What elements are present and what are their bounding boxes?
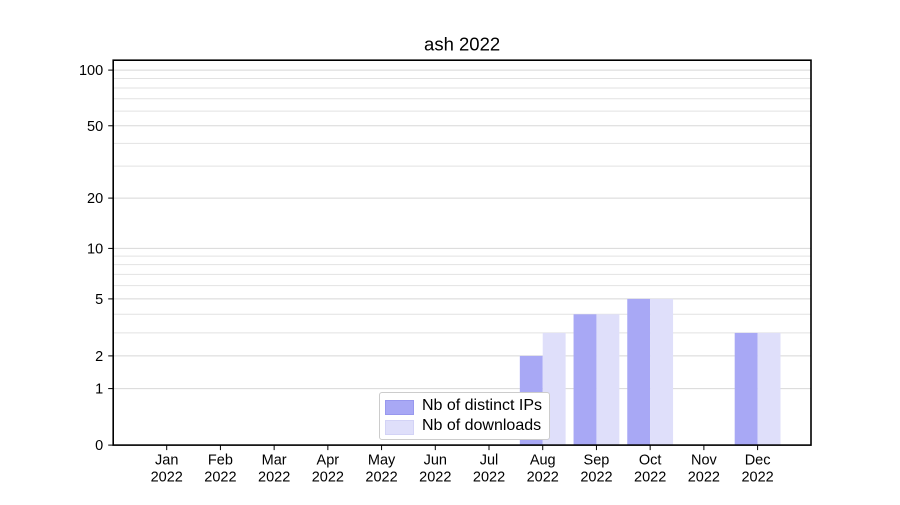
svg-text:20: 20 <box>87 191 103 207</box>
svg-text:2022: 2022 <box>634 470 666 486</box>
svg-text:50: 50 <box>87 119 103 135</box>
svg-text:Jun: Jun <box>424 453 447 469</box>
svg-text:0: 0 <box>95 438 103 454</box>
svg-text:Jul: Jul <box>480 453 499 469</box>
svg-text:2022: 2022 <box>204 470 236 486</box>
svg-text:2022: 2022 <box>580 470 612 486</box>
svg-text:2022: 2022 <box>419 470 451 486</box>
svg-text:2022: 2022 <box>688 470 720 486</box>
svg-text:2022: 2022 <box>312 470 344 486</box>
svg-text:Nov: Nov <box>691 453 718 469</box>
svg-text:Aug: Aug <box>530 453 556 469</box>
svg-text:Mar: Mar <box>262 453 287 469</box>
svg-text:2022: 2022 <box>527 470 559 486</box>
svg-text:5: 5 <box>95 292 103 308</box>
svg-text:May: May <box>368 453 396 469</box>
svg-text:2022: 2022 <box>365 470 397 486</box>
svg-text:2022: 2022 <box>258 470 290 486</box>
svg-text:2022: 2022 <box>151 470 183 486</box>
svg-text:Apr: Apr <box>317 453 340 469</box>
svg-text:2: 2 <box>95 349 103 365</box>
svg-text:Sep: Sep <box>584 453 610 469</box>
svg-text:1: 1 <box>95 382 103 398</box>
svg-text:2022: 2022 <box>741 470 773 486</box>
svg-text:Jan: Jan <box>155 453 178 469</box>
svg-text:100: 100 <box>79 63 103 79</box>
svg-text:Feb: Feb <box>208 453 233 469</box>
svg-text:ash 2022: ash 2022 <box>424 34 500 55</box>
svg-text:Oct: Oct <box>639 453 662 469</box>
svg-text:Dec: Dec <box>745 453 771 469</box>
svg-text:10: 10 <box>87 241 103 257</box>
svg-text:2022: 2022 <box>473 470 505 486</box>
